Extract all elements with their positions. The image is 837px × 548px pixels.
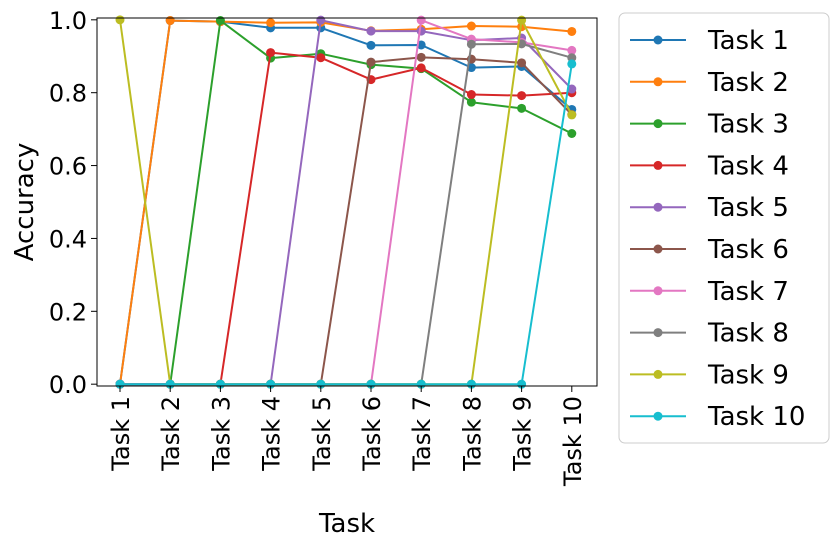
data-point bbox=[366, 26, 376, 36]
legend-label: Task 3 bbox=[707, 110, 789, 140]
legend-label: Task 7 bbox=[707, 277, 789, 307]
data-point bbox=[266, 18, 276, 28]
legend-marker bbox=[653, 35, 663, 45]
x-tick-label: Task 2 bbox=[157, 396, 185, 472]
x-tick-label: Task 10 bbox=[559, 396, 587, 487]
series-6 bbox=[115, 52, 577, 389]
series-line bbox=[119, 19, 572, 385]
data-point bbox=[567, 59, 577, 69]
legend-label: Task 10 bbox=[707, 402, 805, 432]
data-point bbox=[567, 53, 577, 63]
legend-label: Task 9 bbox=[707, 360, 789, 390]
x-tick-label: Task 8 bbox=[458, 396, 486, 472]
legend-label: Task 8 bbox=[707, 319, 789, 349]
legend-entry: Task 2 bbox=[630, 68, 789, 98]
x-tick-label: Task 6 bbox=[358, 396, 386, 472]
legend-marker bbox=[653, 160, 663, 170]
legend-label: Task 5 bbox=[707, 193, 789, 223]
series-line bbox=[120, 19, 573, 386]
data-point bbox=[416, 63, 426, 73]
series-layer bbox=[115, 15, 577, 389]
x-axis: Task 1 Task 2 Task 3 Task 4 Task 5 Task 6 Task… bbox=[107, 386, 587, 487]
y-tick-label: 0.4 bbox=[49, 225, 87, 253]
legend-marker bbox=[653, 411, 663, 421]
series-5 bbox=[115, 15, 577, 389]
legend-entry: Task 9 bbox=[630, 360, 789, 390]
data-point bbox=[266, 48, 276, 58]
plot-area-frame bbox=[96, 17, 598, 387]
y-tick-label: 0.0 bbox=[49, 371, 87, 399]
data-point bbox=[517, 15, 527, 25]
y-tick-label: 0.2 bbox=[49, 298, 87, 326]
data-point bbox=[215, 16, 225, 26]
data-point bbox=[466, 97, 476, 107]
series-line bbox=[119, 19, 573, 386]
x-axis-label: Task bbox=[318, 509, 375, 539]
data-point bbox=[416, 15, 426, 25]
data-point bbox=[567, 129, 577, 139]
data-point bbox=[466, 39, 476, 49]
data-point bbox=[517, 91, 527, 101]
data-point bbox=[165, 16, 175, 26]
legend-entry: Task 7 bbox=[630, 277, 789, 307]
legend-label: Task 4 bbox=[707, 151, 789, 181]
data-point bbox=[115, 15, 125, 25]
data-point bbox=[567, 45, 577, 55]
legend-entry: Task 3 bbox=[630, 110, 789, 140]
series-8 bbox=[115, 39, 577, 389]
legend-label: Task 6 bbox=[707, 235, 789, 265]
data-point bbox=[316, 15, 326, 25]
series-line bbox=[120, 63, 573, 386]
legend-marker bbox=[653, 119, 663, 129]
data-point bbox=[466, 21, 476, 31]
x-tick-label: Task 7 bbox=[408, 396, 436, 472]
legend-entry: Task 5 bbox=[630, 193, 789, 223]
y-axis-label: Accuracy bbox=[10, 143, 40, 262]
series-line bbox=[120, 19, 573, 386]
series-line bbox=[120, 19, 572, 386]
data-point bbox=[416, 52, 426, 62]
legend-marker bbox=[653, 244, 663, 254]
y-tick-label: 0.6 bbox=[49, 153, 87, 181]
data-point bbox=[316, 53, 326, 63]
x-tick-label: Task 5 bbox=[308, 396, 336, 472]
legend-marker bbox=[653, 286, 663, 296]
data-point bbox=[567, 26, 577, 36]
series-7 bbox=[115, 15, 577, 389]
legend-marker bbox=[653, 77, 663, 87]
legend-marker bbox=[653, 328, 663, 338]
legend-label: Task 1 bbox=[707, 26, 789, 56]
legend-marker bbox=[653, 202, 663, 212]
y-tick-label: 0.8 bbox=[49, 80, 87, 108]
data-point bbox=[466, 90, 476, 100]
data-point bbox=[366, 57, 376, 67]
x-tick-label: Task 4 bbox=[258, 396, 286, 472]
series-1 bbox=[115, 16, 577, 389]
x-tick-label: Task 9 bbox=[509, 396, 537, 472]
data-point bbox=[567, 84, 577, 94]
legend-entry: Task 1 bbox=[630, 26, 789, 56]
data-point bbox=[567, 110, 577, 120]
data-point bbox=[517, 58, 527, 68]
series-2 bbox=[115, 16, 577, 389]
legend-entry: Task 10 bbox=[630, 402, 805, 432]
legend-marker bbox=[653, 369, 663, 379]
x-tick-label: Task 1 bbox=[107, 396, 135, 472]
data-point bbox=[517, 103, 527, 113]
legend-entry: Task 8 bbox=[630, 319, 789, 349]
legend-entry: Task 4 bbox=[630, 151, 789, 181]
legend-entry: Task 6 bbox=[630, 235, 789, 265]
series-line bbox=[119, 19, 573, 385]
legend-box bbox=[618, 12, 830, 444]
data-point bbox=[416, 26, 426, 36]
y-axis: 0.0 0.2 0.4 0.6 0.8 1.0 bbox=[49, 7, 97, 399]
legend: Task 1 Task 2 Task 3 Task 4 Task 5 Task 6 Task… bbox=[618, 12, 830, 444]
legend-label: Task 2 bbox=[707, 68, 789, 98]
y-tick-label: 1.0 bbox=[49, 7, 87, 35]
series-3 bbox=[115, 16, 577, 389]
data-point bbox=[366, 40, 376, 50]
x-tick-label: Task 3 bbox=[207, 396, 235, 472]
series-9 bbox=[115, 15, 577, 389]
